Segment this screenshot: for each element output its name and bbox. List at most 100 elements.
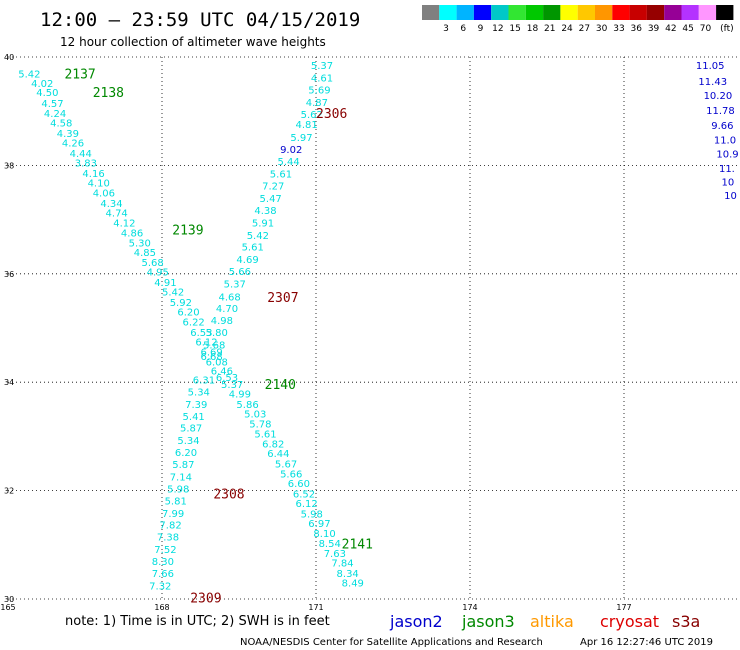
swh-value: 4.61 [311, 74, 333, 85]
swh-value: 8.54 [319, 539, 341, 550]
track-label: 2141 [342, 538, 373, 553]
swh-value: 8.30 [152, 557, 174, 568]
swh-value: 7.32 [149, 581, 171, 592]
swh-value: 4.26 [62, 139, 84, 150]
swh-value: 7.66 [152, 569, 174, 580]
lat-tick-label: 38 [4, 161, 14, 170]
swh-value: 5.44 [278, 157, 300, 168]
swh-value: 6.12 [195, 338, 217, 349]
colorbar-label: 70 [700, 24, 712, 34]
swh-value: 11.43 [698, 77, 727, 88]
colorbar-label: 45 [682, 24, 693, 34]
swh-value: 4.69 [236, 255, 258, 266]
lon-tick-label: 168 [154, 603, 169, 612]
swh-value: 4.44 [70, 149, 92, 160]
swh-value: 5.78 [249, 419, 271, 430]
swh-value: 8.49 [342, 579, 364, 590]
swh-value: 6.08 [206, 358, 228, 369]
swh-value: 5.03 [244, 410, 266, 421]
swh-value: 4.91 [154, 278, 176, 289]
swh-value: 5.37 [224, 280, 246, 291]
swh-value: 4.87 [306, 98, 328, 109]
colorbar-label: 27 [579, 24, 590, 34]
lon-tick-label: 177 [616, 603, 631, 612]
swh-value: 6.31 [193, 375, 215, 386]
colorbar-label: 42 [665, 24, 676, 34]
colorbar-swatch [439, 5, 457, 20]
track-label: 2307 [267, 291, 298, 306]
swh-value: 11.05 [696, 61, 725, 72]
swh-value: 5.41 [183, 412, 205, 423]
swh-value: 5.87 [172, 460, 194, 471]
colorbar-label: 39 [648, 24, 660, 34]
colorbar-label: 9 [478, 24, 484, 34]
swh-value: 5.68 [141, 258, 163, 269]
swh-value: 5.30 [129, 238, 151, 249]
swh-value: 4.98 [211, 316, 233, 327]
color-legend: 3 6 9 12 15 18 21 24 27 30 33 36 39 42 45 70 (ft) [422, 5, 734, 34]
swh-value: 5.80 [206, 328, 228, 339]
swh-value: 5.42 [18, 69, 40, 80]
swh-value: 5.69 [308, 86, 330, 97]
swh-value: 6.12 [295, 499, 317, 510]
lon-tick-label: 174 [462, 603, 477, 612]
swh-value: 4.38 [254, 206, 276, 217]
swh-value: 6.60 [288, 479, 310, 490]
swh-value: 4.39 [57, 129, 79, 140]
swh-value: 6.69 [201, 347, 223, 358]
swh-value: 4.16 [82, 169, 104, 180]
lat-lon-grid [8, 56, 740, 600]
colorbar-swatch [456, 5, 474, 20]
swh-value: 4.99 [229, 390, 251, 401]
swh-value: 11.0 [714, 135, 736, 146]
swh-value: 7.27 [262, 181, 284, 192]
swh-value: 4.34 [100, 199, 122, 210]
swh-value: 6.46 [211, 366, 233, 377]
colorbar-swatch [422, 5, 440, 20]
swh-value: 7.99 [162, 509, 184, 520]
colorbar-swatch [595, 5, 613, 20]
colorbar-label: 6 [460, 24, 466, 34]
swh-value: 5.87 [180, 424, 202, 435]
colorbar-swatch [664, 5, 682, 20]
colorbar-swatch [612, 5, 630, 20]
colorbar-label: 21 [544, 24, 555, 34]
mission-label: altika [530, 612, 574, 631]
lon-tick-label: 165 [0, 603, 15, 612]
swh-value: 6.82 [262, 439, 284, 450]
swh-value: 5.61 [270, 170, 292, 181]
swh-value: 5.98 [301, 509, 323, 520]
swh-value: 4.57 [41, 99, 63, 110]
swh-value: 4.10 [88, 179, 110, 190]
swh-value: 4.58 [50, 119, 72, 130]
colorbar-swatch [681, 5, 699, 20]
swh-value: 5.66 [229, 267, 251, 278]
track-label: 2138 [93, 86, 124, 101]
colorbar-label: 30 [596, 24, 608, 34]
swh-value: 5.61 [254, 430, 276, 441]
swh-value: 7.52 [154, 545, 176, 556]
track-label: 2309 [190, 591, 221, 606]
swh-value: 4.06 [93, 189, 115, 200]
colorbar-swatch [473, 5, 492, 20]
mission-label: jason3 [461, 612, 515, 631]
swh-value: 5.37 [311, 61, 333, 72]
page-subtitle: 12 hour collection of altimeter wave hei… [60, 35, 326, 49]
colorbar-swatch [646, 5, 665, 20]
colorbar-swatch [508, 5, 526, 20]
swh-value: 7.63 [324, 549, 346, 560]
colorbar-label: 36 [631, 24, 643, 34]
swh-value: 11.78 [706, 106, 735, 117]
swh-value: 7.84 [331, 559, 353, 570]
swh-value: 5.37 [221, 380, 243, 391]
swh-value: 5.61 [242, 243, 264, 254]
swh-value: 9.02 [280, 145, 302, 156]
swh-value: 6.68 [201, 352, 223, 363]
swh-value: 4.95 [147, 268, 169, 279]
track-labels: 2137 2138 2139 2140 2141 2306 2307 2308 2309 [64, 67, 373, 606]
swh-value: 7.38 [157, 533, 179, 544]
colorbar-label: 3 [443, 24, 449, 34]
swh-value: 5.42 [162, 288, 184, 299]
